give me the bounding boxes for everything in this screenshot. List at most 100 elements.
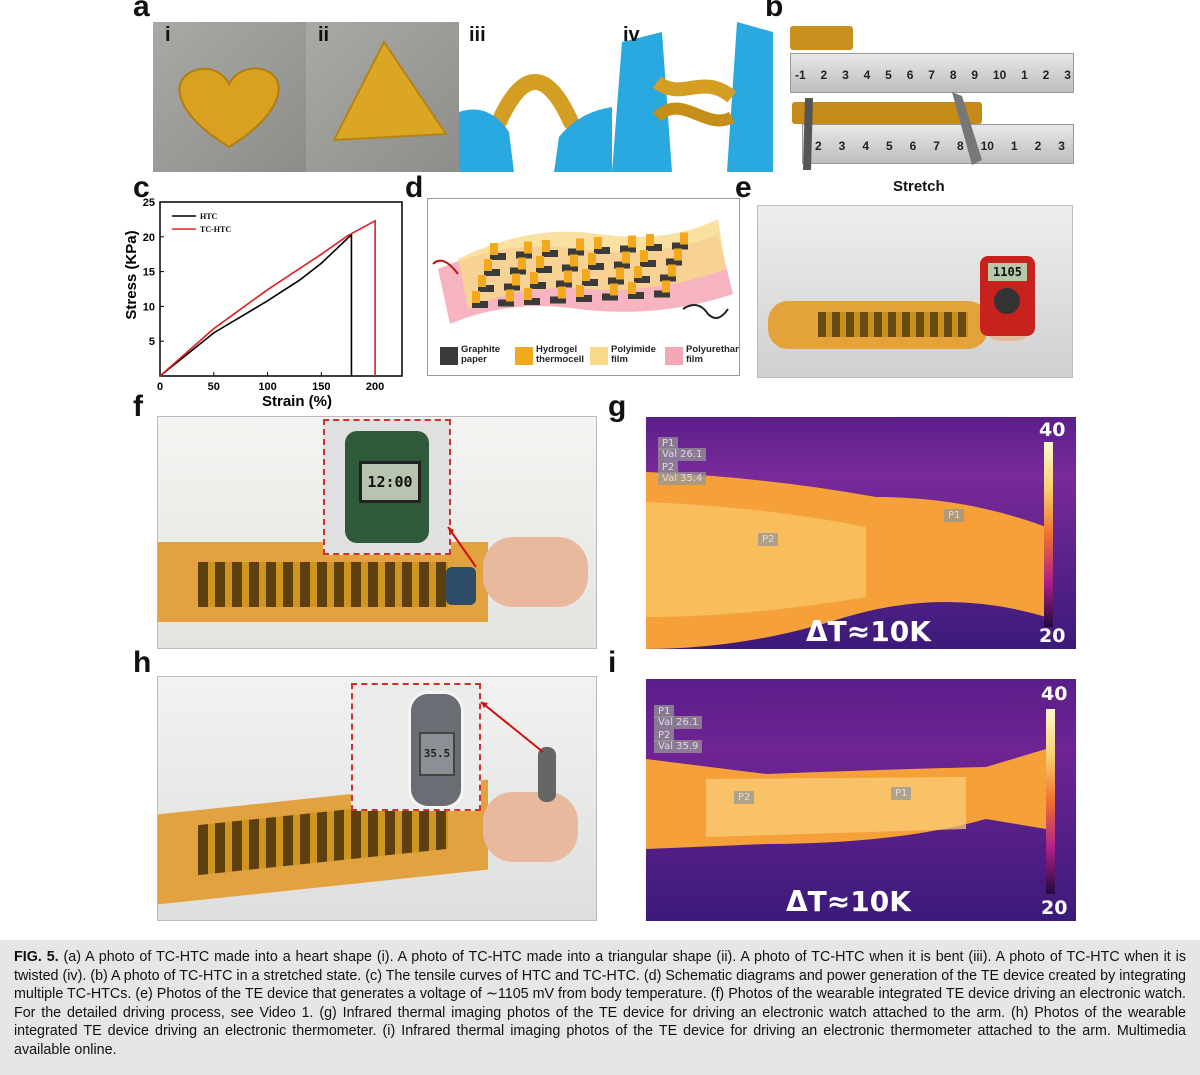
thermocell-block [680,232,688,245]
graphite-strip [510,267,526,275]
thermocell-block [564,270,572,283]
photo-heart [153,22,306,172]
i-p1-label: P1 [654,705,675,718]
ruler-bottom: 2 3 4 5 6 7 8 10 1 2 3 [802,124,1074,164]
graphite-strip [602,293,618,301]
panel-label-a: a [133,0,150,23]
hand [483,537,588,607]
panel-b-photo: -1 2 3 4 5 6 7 8 9 10 1 2 3 2 3 4 5 6 7 8 10 1 2 3 [787,20,1077,170]
g-delta-t: ΔT≈10K [806,615,931,648]
ruler-top-tick-5: 6 [906,68,914,82]
legend-text-1: TC-HTC [200,225,231,234]
thermocell-block [588,253,596,265]
multimeter-dial [994,288,1020,314]
photo-triangle [306,22,459,172]
legend-swatch-3 [665,347,683,365]
i-scale-min: 20 [1041,897,1068,919]
thermocell-block [628,235,636,248]
graphite-strip [672,242,688,250]
ruler-bottom-tick-8: 1 [1010,139,1018,153]
graphite-strip [576,295,592,302]
graphite-strip [654,290,670,298]
panel-label-h: h [133,646,152,679]
graphite-strip [640,260,656,267]
legend-label-3: Polyurethane film [686,344,739,365]
thermocell-block [610,283,618,296]
y-tick-label-3: 20 [143,232,155,244]
graphite-strip [588,263,604,270]
sub-label-iii: iii [469,24,486,46]
graphite-strip [582,279,598,286]
inset-arrow [447,526,477,568]
i-color-scale [1046,709,1055,894]
g-scale-min: 20 [1039,625,1066,647]
ruler-top-tick-2: 3 [842,68,849,82]
thermocell-block [530,272,538,284]
g-scale-max: 40 [1039,419,1066,441]
figure-caption: FIG. 5. (a) A photo of TC-HTC made into … [0,940,1200,1075]
ruler-top-tick-9: 10 [992,68,1007,82]
ruler-top: -1 2 3 4 5 6 7 8 9 10 1 2 3 [790,53,1074,93]
ruler-bottom-tick-9: 2 [1034,139,1042,153]
multimeter: 1105 [980,256,1035,336]
legend-swatch-0 [440,347,458,365]
i-marker-p2: P2 [734,791,755,804]
sub-label-i: i [165,24,171,46]
panel-label-f: f [133,390,143,423]
small-watch [446,567,476,605]
twisted-shape [612,22,773,172]
graphite-strip [628,292,644,299]
graphite-strip [608,277,624,285]
thermocell-block [542,240,550,252]
thermocell-block [662,280,670,293]
x-tick-label-4: 200 [366,381,384,393]
schematic-legend: Graphite paper Hydrogel thermocell Polyimi… [440,344,739,371]
sub-label-ii: ii [318,24,330,46]
graphite-strip [516,251,532,259]
ruler-top-tick-12: 3 [1064,68,1071,82]
graphite-strip [530,282,546,289]
ruler-top-tick-3: 4 [863,68,871,82]
ruler-top-tick-7: 8 [949,68,957,82]
unstretched-strip [790,26,853,50]
hand [483,792,578,862]
legend-swatch-1 [515,347,533,365]
ruler-bottom-tick-3: 5 [885,139,893,153]
g-marker-p2: P2 [758,533,779,546]
x-tick-label-1: 50 [208,381,220,393]
thermocell-block [490,243,498,255]
watch-inset: 12:00 [323,419,451,555]
graphite-strip [478,285,494,292]
thermocell-block [668,264,676,277]
i-delta-t: ΔT≈10K [786,885,911,918]
graphite-strip [536,266,552,273]
thermometer-display: 35.5 [419,732,455,776]
ruler-bottom-tick-0: 2 [815,139,822,153]
ruler-bottom-tick-4: 6 [909,139,917,153]
graphite-strip [666,258,682,266]
ruler-bottom-tick-2: 4 [862,139,869,153]
graphite-strip [634,276,650,283]
thermocell-block [640,250,648,262]
g-p1-value: Val 26.1 [658,448,707,461]
y-tick-label-4: 25 [143,197,155,209]
chart-axes: 0 50 100 150 200 5 10 15 20 25 [143,197,403,393]
ruler-top-tick-11: 2 [1042,68,1050,82]
ruler-bottom-tick-10: 3 [1058,139,1065,153]
te-device-schematic [432,219,733,324]
series-line-htc [159,232,353,377]
thermocell-block [524,288,532,300]
thermocell-block [628,282,636,294]
thermocell-block [536,256,544,268]
multimeter-screen: 1105 [988,263,1027,281]
caption-fig-label: FIG. 5. [14,949,59,965]
thermocell-block [506,289,514,302]
panel-label-b: b [765,0,784,23]
tensile-chart: 0 50 100 150 200 5 10 15 20 25 HTC TC-HTC Strain (… [123,197,403,410]
chart-legend: HTC TC-HTC [172,212,231,234]
panel-label-c: c [133,171,150,204]
thermocell-block [634,266,642,278]
ruler-top-numbers: -1 2 3 4 5 6 7 8 9 10 1 2 3 [795,68,1071,82]
panel-label-i: i [608,646,617,679]
thermocell-block [484,259,492,271]
